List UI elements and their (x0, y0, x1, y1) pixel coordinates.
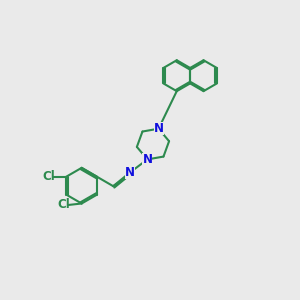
Text: Cl: Cl (42, 170, 55, 183)
Text: N: N (142, 153, 152, 166)
Text: N: N (124, 166, 134, 179)
Text: Cl: Cl (57, 199, 70, 212)
Text: N: N (154, 122, 164, 135)
